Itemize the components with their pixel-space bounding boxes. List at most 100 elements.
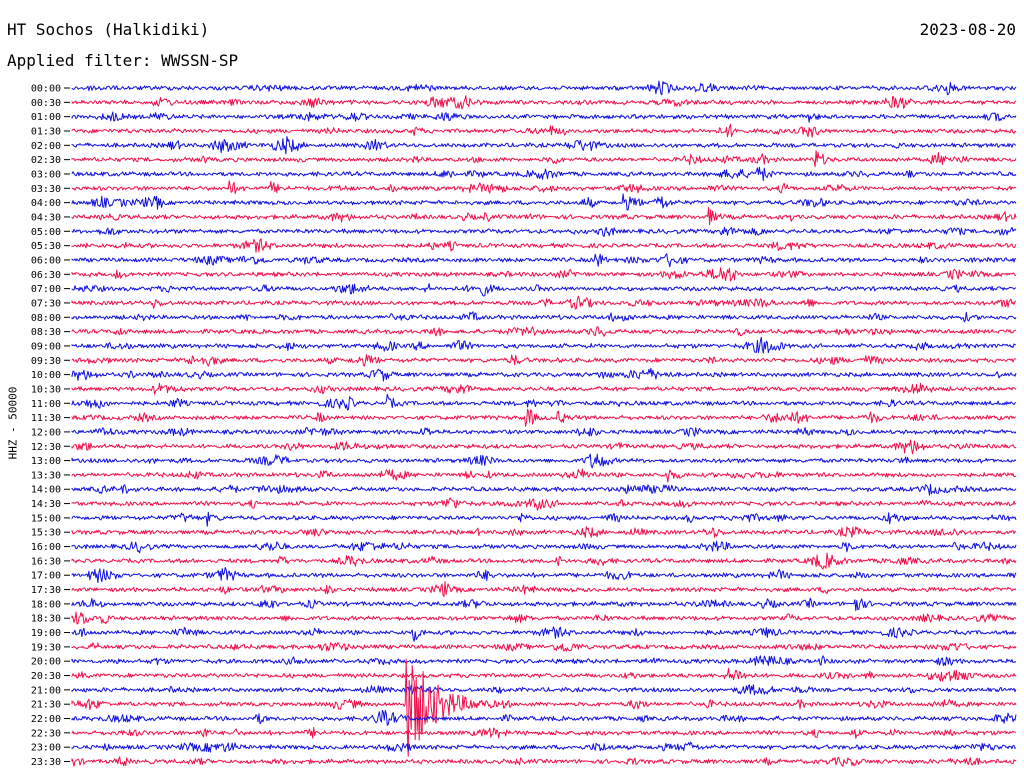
row-time-label: 20:30	[31, 671, 61, 682]
row-time-label: 05:30	[31, 241, 61, 252]
row-time-label: 04:00	[31, 198, 61, 209]
row-time-label: 17:30	[31, 585, 61, 596]
seismic-trace-1130	[71, 408, 1017, 427]
seismic-trace-1700	[71, 567, 1017, 584]
seismic-trace-0430	[71, 206, 1017, 226]
row-time-label: 19:00	[31, 628, 61, 639]
row-time-label: 10:00	[31, 370, 61, 381]
station-title: HT Sochos (Halkidiki)	[7, 20, 210, 39]
seismic-trace-2300	[71, 741, 1017, 753]
row-time-label: 01:00	[31, 112, 61, 123]
seismic-trace-1600	[71, 540, 1017, 554]
row-time-label: 12:30	[31, 442, 61, 453]
row-time-label: 11:30	[31, 413, 61, 424]
seismic-trace-0130	[71, 123, 1017, 138]
row-time-label: 21:00	[31, 685, 61, 696]
seismic-trace-0730	[71, 295, 1017, 310]
seismic-trace-1730	[71, 581, 1017, 597]
row-time-label: 08:00	[31, 313, 61, 324]
seismic-trace-1000	[71, 367, 1017, 382]
seismic-trace-2030	[71, 667, 1017, 682]
row-time-label: 17:00	[31, 571, 61, 582]
seismic-trace-1530	[71, 526, 1017, 538]
row-time-label: 16:30	[31, 556, 61, 567]
seismic-trace-0030	[71, 95, 1017, 110]
seismic-trace-1400	[71, 483, 1017, 496]
seismic-trace-2000	[71, 655, 1017, 667]
seismic-trace-0300	[71, 166, 1017, 181]
row-time-label: 03:30	[31, 184, 61, 195]
seismic-trace-0930	[71, 354, 1017, 367]
row-time-label: 14:00	[31, 485, 61, 496]
row-time-label: 02:30	[31, 155, 61, 166]
seismic-trace-1930	[71, 642, 1017, 652]
row-time-label: 07:30	[31, 298, 61, 309]
seismic-trace-0230	[71, 150, 1017, 168]
seismic-trace-0630	[71, 267, 1017, 282]
seismic-trace-0600	[71, 253, 1017, 268]
row-time-label: 18:30	[31, 614, 61, 625]
row-time-label: 22:30	[31, 728, 61, 739]
row-time-label: 20:00	[31, 657, 61, 668]
seismic-trace-2100	[71, 684, 1017, 696]
row-time-label: 10:30	[31, 384, 61, 395]
row-time-label: 00:00	[31, 84, 61, 95]
date-label: 2023-08-20	[919, 20, 1016, 39]
row-time-label: 06:30	[31, 270, 61, 281]
row-time-label: 01:30	[31, 126, 61, 137]
row-time-label: 19:30	[31, 642, 61, 653]
row-time-label: 05:00	[31, 227, 61, 238]
seismic-trace-1500	[71, 511, 1017, 527]
seismic-trace-1330	[71, 468, 1017, 483]
seismic-trace-1230	[71, 439, 1017, 455]
row-time-label: 15:30	[31, 528, 61, 539]
seismic-trace-0500	[71, 226, 1017, 237]
seismic-trace-2330	[71, 756, 1017, 767]
row-time-label: 15:00	[31, 513, 61, 524]
seismic-trace-1300	[71, 453, 1017, 469]
row-time-label: 08:30	[31, 327, 61, 338]
seismic-trace-2130	[71, 658, 1017, 757]
seismic-trace-1430	[71, 497, 1017, 511]
seismic-trace-0200	[71, 136, 1017, 155]
row-time-label: 04:30	[31, 212, 61, 223]
seismic-trace-0400	[71, 193, 1017, 211]
row-time-label: 09:30	[31, 356, 61, 367]
seismic-trace-1630	[71, 552, 1017, 570]
seismic-trace-0330	[71, 180, 1017, 194]
filter-label: Applied filter: WWSSN-SP	[7, 51, 239, 70]
seismic-trace-0530	[71, 238, 1017, 253]
row-time-label: 16:00	[31, 542, 61, 553]
row-time-label: 14:30	[31, 499, 61, 510]
seismic-trace-1200	[71, 426, 1017, 437]
row-time-label: 00:30	[31, 98, 61, 109]
seismic-trace-2200	[71, 709, 1017, 726]
seismic-trace-1030	[71, 382, 1017, 395]
seismic-trace-0700	[71, 283, 1017, 297]
row-time-label: 06:00	[31, 255, 61, 266]
row-time-label: 07:00	[31, 284, 61, 295]
row-time-label: 02:00	[31, 141, 61, 152]
seismic-trace-2230	[71, 726, 1017, 739]
row-time-label: 21:30	[31, 700, 61, 711]
row-time-label: 11:00	[31, 399, 61, 410]
seismic-trace-1800	[71, 597, 1017, 612]
row-time-label: 03:00	[31, 169, 61, 180]
row-time-label: 18:00	[31, 599, 61, 610]
row-time-label: 09:00	[31, 341, 61, 352]
seismic-trace-1900	[71, 626, 1017, 642]
seismic-trace-0900	[71, 336, 1017, 354]
seismic-trace-1830	[71, 611, 1017, 625]
row-time-label: 23:30	[31, 757, 61, 768]
seismic-trace-0100	[71, 111, 1017, 123]
row-time-label: 13:00	[31, 456, 61, 467]
seismic-trace-0800	[71, 311, 1017, 323]
seismic-trace-0830	[71, 326, 1017, 337]
seismic-trace-1100	[71, 393, 1017, 411]
row-time-label: 22:00	[31, 714, 61, 725]
seismic-trace-0000	[71, 80, 1017, 96]
row-time-label: 23:00	[31, 743, 61, 754]
row-time-label: 12:00	[31, 427, 61, 438]
row-time-label: 13:30	[31, 470, 61, 481]
